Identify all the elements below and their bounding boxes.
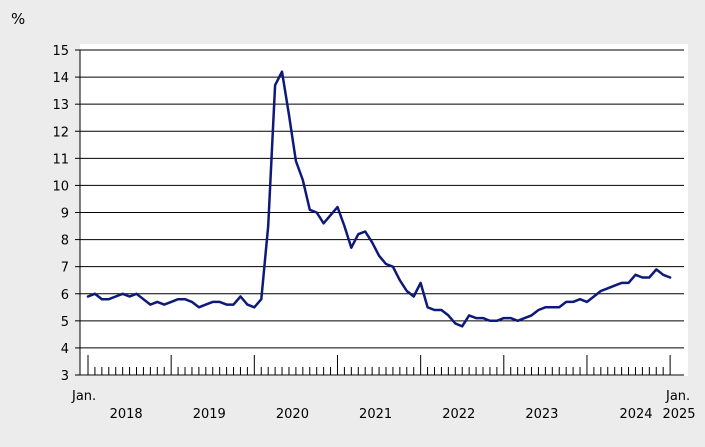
x-year-label: 2023	[525, 407, 558, 422]
y-tick-label: 6	[61, 288, 69, 303]
y-tick-label: 9	[61, 207, 69, 222]
y-tick-label: 3	[61, 369, 69, 384]
y-axis-unit-label: %	[11, 10, 25, 28]
y-tick-label: 4	[61, 342, 69, 357]
unemployment-rate-line	[86, 70, 672, 328]
x-year-label: 2018	[110, 407, 143, 422]
y-tick-label: 7	[61, 261, 69, 276]
y-tick-label: 5	[61, 315, 69, 330]
y-tick-label: 8	[61, 234, 69, 249]
y-tick-label: 15	[52, 44, 69, 59]
y-tick-label: 12	[52, 125, 69, 140]
x-year-label: 2020	[276, 407, 309, 422]
plot-area	[80, 44, 688, 376]
y-tick-label: 11	[52, 152, 69, 167]
x-year-label: 2021	[359, 407, 392, 422]
y-tick-labels: 3 4 5 6 7 8 9 10 11 12 13 14 15	[52, 44, 69, 384]
x-tick-labels: Jan. Jan. 2018 2019 2020 2021 2022 2023 2024 20…	[71, 389, 696, 422]
y-tick-label: 13	[52, 98, 69, 113]
y-gridlines	[75, 49, 684, 376]
x-end-month-label: Jan.	[665, 389, 690, 404]
x-year-label: 2022	[442, 407, 475, 422]
x-year-label: 2024	[619, 407, 652, 422]
x-year-label: 2019	[193, 407, 226, 422]
y-tick-label: 14	[52, 71, 69, 86]
y-tick-label: 10	[52, 179, 69, 194]
x-start-month-label: Jan.	[71, 389, 96, 404]
x-axis-ticks	[87, 355, 671, 375]
x-year-label: 2025	[662, 407, 695, 422]
